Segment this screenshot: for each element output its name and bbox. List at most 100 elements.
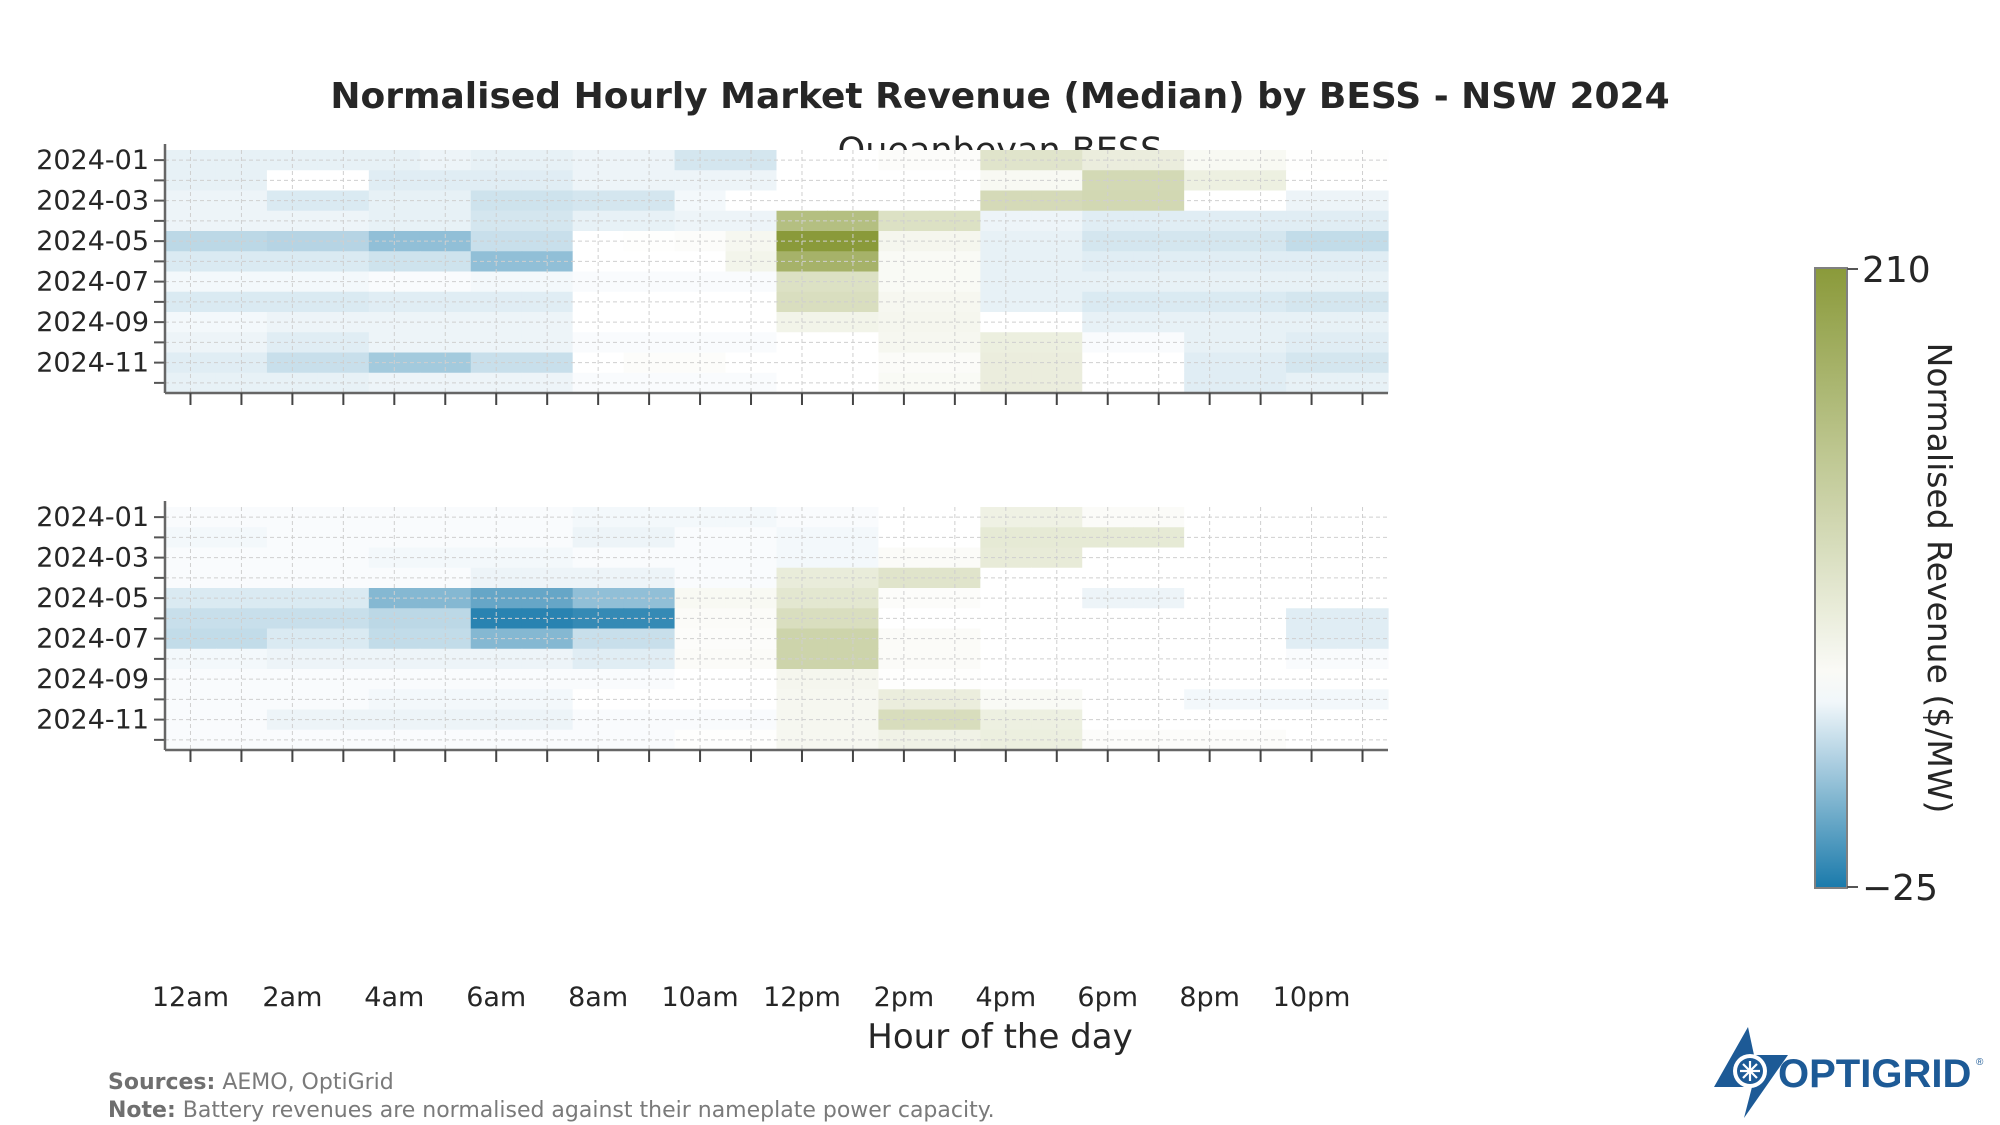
heatmap-cell xyxy=(1286,312,1338,333)
heatmap-cell xyxy=(1286,628,1338,650)
axes-wallgrove: 2024-01 2024-03 2024-05 2024-07 2024-09 2024-… xyxy=(36,501,1388,762)
note-label: Note: xyxy=(108,1098,176,1123)
heatmap-cell xyxy=(1133,291,1185,313)
y-tick-label: 2024-03 xyxy=(36,186,149,217)
heatmap-cell xyxy=(521,291,574,313)
heatmap-cell xyxy=(521,628,574,650)
heatmap-cell xyxy=(878,312,930,333)
gridlines-wallgrove xyxy=(165,507,1388,750)
heatmap-cell xyxy=(368,271,421,293)
heatmap-cell xyxy=(878,669,930,690)
y-tick-label: 2024-07 xyxy=(36,267,149,298)
heatmap-cell xyxy=(1286,291,1338,313)
heatmap-cell xyxy=(572,648,625,670)
heatmap-cell xyxy=(368,251,421,273)
heatmap-cell xyxy=(572,251,625,273)
x-tick-label: 6am xyxy=(466,982,526,1013)
heatmap-cell xyxy=(215,608,268,630)
y-tick-label: 2024-07 xyxy=(36,624,149,655)
heatmap-cell xyxy=(165,312,217,333)
heatmap-cell xyxy=(1082,312,1134,333)
x-tick-label: 2am xyxy=(262,982,322,1013)
heatmap-cell xyxy=(929,669,981,690)
heatmap-cell xyxy=(725,608,778,630)
y-tick-label: 2024-11 xyxy=(36,348,149,379)
heatmap-cell xyxy=(929,648,981,670)
heatmap-cell xyxy=(215,648,268,670)
y-tick-label: 2024-03 xyxy=(36,543,149,574)
sources-note: Sources: AEMO, OptiGrid xyxy=(108,1070,394,1095)
x-tick-label: 4pm xyxy=(976,982,1037,1013)
heatmap-cell xyxy=(165,251,217,273)
x-tick-label: 6pm xyxy=(1077,982,1138,1013)
heatmap-cell xyxy=(165,628,217,650)
heatmap-cell xyxy=(1133,251,1185,273)
sources-label: Sources: xyxy=(108,1070,216,1095)
heatmap-cell xyxy=(215,628,268,650)
heatmap-cell xyxy=(1133,608,1185,630)
axes-queanbeyan: 2024-01 2024-03 2024-05 2024-07 2024-09 2024-… xyxy=(36,144,1388,405)
heatmap-cell xyxy=(725,271,778,293)
colorbar-max-label: 210 xyxy=(1862,250,1931,291)
heatmap-cell xyxy=(165,291,217,313)
heatmap-cell xyxy=(215,291,268,313)
colorbar-gradient xyxy=(1814,267,1848,889)
heatmap-cell xyxy=(1133,312,1185,333)
colorbar: 210 −25 Normalised Revenue ($/MW) xyxy=(1814,250,1959,909)
y-tick-label: 2024-01 xyxy=(36,502,149,533)
logo-registered: ® xyxy=(1976,1057,1984,1068)
heatmap-cell xyxy=(1082,648,1134,670)
heatmap-cell xyxy=(521,312,574,333)
panel-queanbeyan: 2024-01 2024-03 2024-05 2024-07 2024-09 2024-… xyxy=(36,144,1389,405)
heatmap-cell xyxy=(368,648,421,670)
heatmap-cell xyxy=(929,291,981,313)
chart-title: Normalised Hourly Market Revenue (Median… xyxy=(330,76,1669,117)
heatmap-cell xyxy=(1286,608,1338,630)
heatmap-cell xyxy=(368,312,421,333)
y-tick-label: 2024-09 xyxy=(36,664,149,695)
note-text: Battery revenues are normalised against … xyxy=(175,1098,995,1123)
sources-text: AEMO, OptiGrid xyxy=(215,1070,394,1095)
heatmap-cell xyxy=(572,291,625,313)
heatmap-cell xyxy=(725,648,778,670)
y-tick-label: 2024-09 xyxy=(36,307,149,338)
heatmap-cell xyxy=(215,312,268,333)
heatmap-cell xyxy=(1286,251,1338,273)
x-tick-label: 12pm xyxy=(763,982,841,1013)
heatmap-cell xyxy=(572,628,625,650)
heatmap-cell xyxy=(1133,648,1185,670)
heatmap-cell xyxy=(165,271,217,293)
y-tick-label: 2024-11 xyxy=(36,705,149,736)
heatmap-cell xyxy=(521,648,574,670)
heatmap-cell xyxy=(368,291,421,313)
colorbar-min-label: −25 xyxy=(1862,868,1938,909)
heatmap-cell xyxy=(215,251,268,273)
y-tick-label: 2024-01 xyxy=(36,145,149,176)
y-tick-label: 2024-05 xyxy=(36,226,149,257)
heatmap-cell xyxy=(1286,271,1338,293)
x-tick-label: 10pm xyxy=(1273,982,1351,1013)
heatmap-cell xyxy=(878,608,930,630)
heatmap-cell xyxy=(1082,608,1134,630)
x-tick-label: 8pm xyxy=(1179,982,1240,1013)
x-tick-label: 2pm xyxy=(874,982,935,1013)
heatmap-cell xyxy=(572,312,625,333)
heatmap-cell xyxy=(1133,271,1185,293)
heatmap-cell xyxy=(929,628,981,650)
footnote: Note: Battery revenues are normalised ag… xyxy=(108,1098,995,1123)
heatmap-cell xyxy=(878,271,930,293)
heatmap-cell xyxy=(1133,669,1185,690)
heatmap-cell xyxy=(725,251,778,273)
heatmap-cells-queanbeyan xyxy=(165,150,1389,394)
x-tick-label: 12am xyxy=(152,982,229,1013)
logo-glyph-icon xyxy=(1740,1061,1760,1081)
x-tick-label: 4am xyxy=(364,982,424,1013)
heatmap-cell xyxy=(929,251,981,273)
gridlines-queanbeyan xyxy=(165,150,1388,393)
heatmap-cell xyxy=(878,648,930,670)
heatmap-cell xyxy=(1286,648,1338,670)
heatmap-cell xyxy=(165,669,217,690)
heatmap-cell xyxy=(521,271,574,293)
heatmap-cell xyxy=(572,271,625,293)
